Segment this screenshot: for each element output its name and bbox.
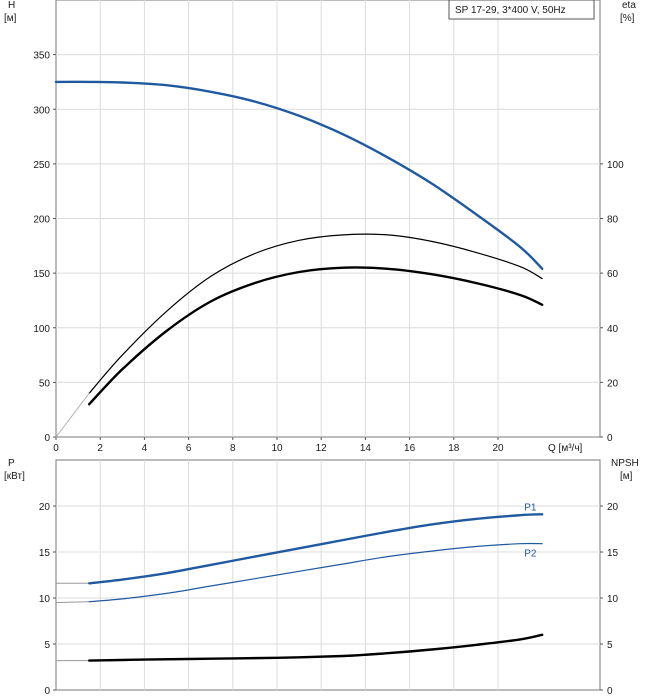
bottom-series-1-extension [55,601,90,604]
bottom-left-axis-unit: [кВт] [4,471,25,482]
top-left-tick-label: 100 [33,324,50,335]
bottom-right-tick-label: 15 [607,548,619,559]
chart-legend: SP 17-29, 3*400 V, 50Hz [448,0,595,20]
top-left-tick-label: 200 [33,215,50,226]
top-left-axis-label: H [8,0,15,11]
legend-frame [448,0,595,20]
top-left-tick-label: 50 [39,378,51,389]
top-left-axis-unit: [м] [4,13,17,24]
top-right-tick-label: 0 [607,433,613,444]
top-left-tick-label: 0 [44,433,50,444]
bottom-left-tick-label: 10 [39,594,51,605]
top-right-axis-label: eta [622,0,636,11]
bottom-right-axis-label: NPSH [611,458,639,469]
series-label-p2: P2 [524,549,537,560]
x-tick-label: 12 [316,443,328,454]
top-left-tick-label: 250 [33,160,50,171]
x-tick-label: 0 [53,443,59,454]
x-tick-label: 4 [142,443,148,454]
x-tick-label: 18 [448,443,460,454]
top-right-tick-label: 100 [607,160,624,171]
top-right-tick-label: 60 [607,269,619,280]
bottom-right-tick-label: 0 [607,686,613,697]
bottom-right-tick-label: 20 [607,502,619,513]
top-right-tick-label: 80 [607,215,619,226]
top-left-tick-label: 350 [33,51,50,62]
top-series-3-line [55,392,90,438]
bottom-series-2-line [88,633,544,662]
bottom-series-1-line [88,542,543,603]
top-series-1-line [88,233,543,394]
series-label-p1: P1 [524,502,537,513]
top-left-tick-label: 300 [33,105,50,116]
bottom-plot-frame [55,459,601,691]
legend-text: SP 17-29, 3*400 V, 50Hz [455,5,566,16]
x-tick-label: 2 [97,443,103,454]
top-right-axis-unit: [%] [620,13,635,24]
bottom-left-tick-label: 5 [44,640,50,651]
top-right-tick-label: 20 [607,378,619,389]
bottom-right-tick-label: 10 [607,594,619,605]
bottom-series-0-line [88,513,544,585]
head-efficiency-chart: 050100150200250300350020406080100H[м]eta… [4,0,636,454]
bottom-right-axis-unit: [м] [620,471,633,482]
x-tick-label: 6 [186,443,192,454]
x-tick-label: 16 [404,443,416,454]
x-tick-label: 20 [492,443,504,454]
x-axis-label: Q [м³/ч] [548,443,583,454]
top-series-2-line [88,266,544,406]
x-tick-label: 8 [230,443,236,454]
bottom-left-tick-label: 15 [39,548,51,559]
x-tick-label: 14 [360,443,372,454]
x-tick-label: 10 [271,443,283,454]
top-series-0-line [54,80,544,270]
power-npsh-chart: 0 5 10 15 20 0 5 10 15 20 P [кВт] NPSH [м] P1 P2 [4,458,639,697]
bottom-left-axis-label: P [8,458,15,469]
bottom-left-tick-label: 20 [39,502,51,513]
top-left-tick-label: 150 [33,269,50,280]
top-right-tick-label: 40 [607,324,619,335]
bottom-left-tick-label: 0 [44,686,50,697]
bottom-right-tick-label: 5 [607,640,613,651]
